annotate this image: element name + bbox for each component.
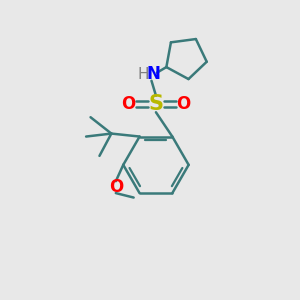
Text: O: O: [176, 95, 191, 113]
Text: S: S: [148, 94, 164, 114]
Text: O: O: [109, 178, 123, 196]
Text: O: O: [121, 95, 135, 113]
Text: N: N: [146, 65, 160, 83]
Text: H: H: [137, 67, 149, 82]
